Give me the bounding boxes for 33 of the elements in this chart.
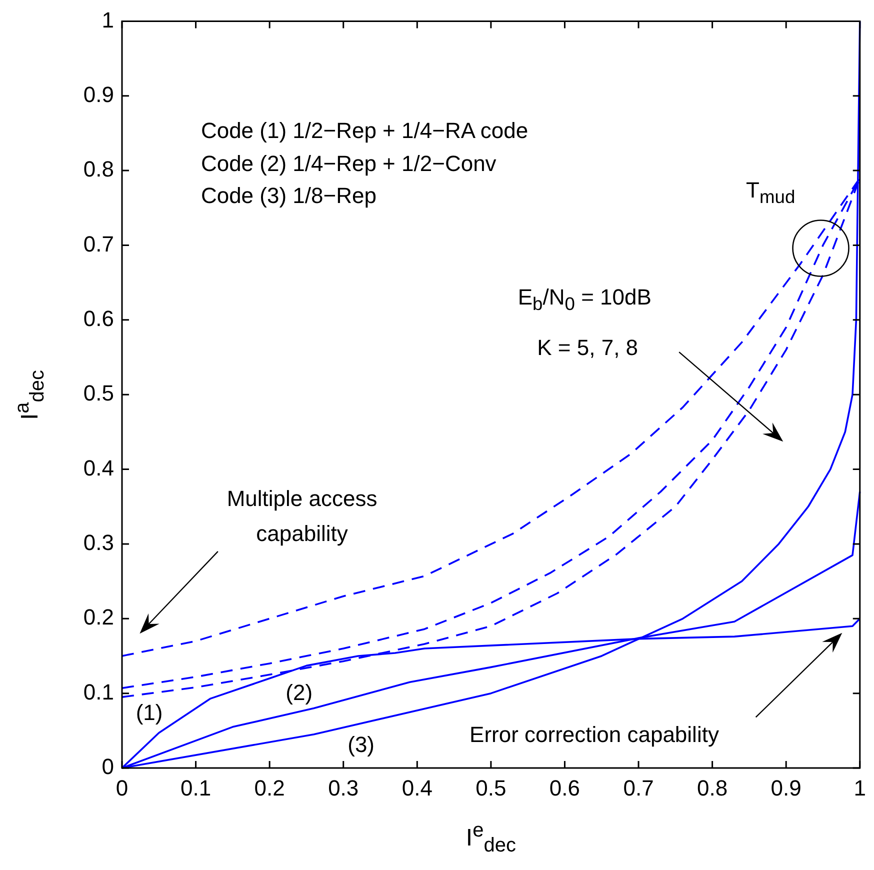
- y-tick-label: 0.3: [83, 530, 114, 556]
- annotation: E$_{b}$/N$_{0}$ = 10dB: [518, 284, 652, 314]
- annotation: Error correction capability: [470, 722, 719, 748]
- x-tick-label: 0.3: [328, 775, 359, 800]
- y-tick-label: 0.5: [83, 380, 114, 406]
- annotation: Code (2) 1/4−Rep + 1/2−Conv: [200, 150, 496, 176]
- y-tick-label: 0.2: [83, 604, 114, 630]
- annotation: T$_{mud}$: [746, 178, 796, 207]
- x-tick-label: 0.6: [549, 775, 580, 800]
- annotation: (1): [136, 700, 163, 726]
- y-tick-label: 0: [102, 754, 114, 780]
- annotation: Code (1) 1/2−Rep + 1/4−RA code: [200, 118, 528, 143]
- x-tick-label: 0.7: [623, 775, 654, 800]
- annotation: K = 5, 7, 8: [537, 334, 638, 360]
- annotation: capability: [256, 521, 348, 546]
- x-tick-label: 0.2: [254, 775, 285, 800]
- annotation: Code (3) 1/8−Rep: [200, 182, 376, 208]
- y-tick-label: 0.6: [83, 306, 114, 331]
- y-tick-label: 0.4: [83, 455, 114, 480]
- x-tick-label: 0.9: [770, 775, 802, 800]
- y-tick-label: 0.9: [83, 82, 114, 107]
- annotation: (3): [348, 732, 375, 757]
- y-tick-label: 1: [102, 7, 114, 32]
- annotation: (2): [286, 680, 313, 706]
- annotation: Multiple access: [226, 486, 378, 512]
- x-tick-label: 1: [854, 775, 866, 800]
- y-tick-label: 0.1: [83, 679, 114, 704]
- x-tick-label: 0.5: [476, 775, 506, 800]
- x-tick-label: 0.1: [180, 775, 212, 800]
- y-tick-label: 0.7: [83, 231, 114, 256]
- x-tick-label: 0.4: [402, 775, 432, 800]
- y-tick-label: 0.8: [83, 156, 114, 182]
- x-tick-label: 0.8: [697, 775, 728, 800]
